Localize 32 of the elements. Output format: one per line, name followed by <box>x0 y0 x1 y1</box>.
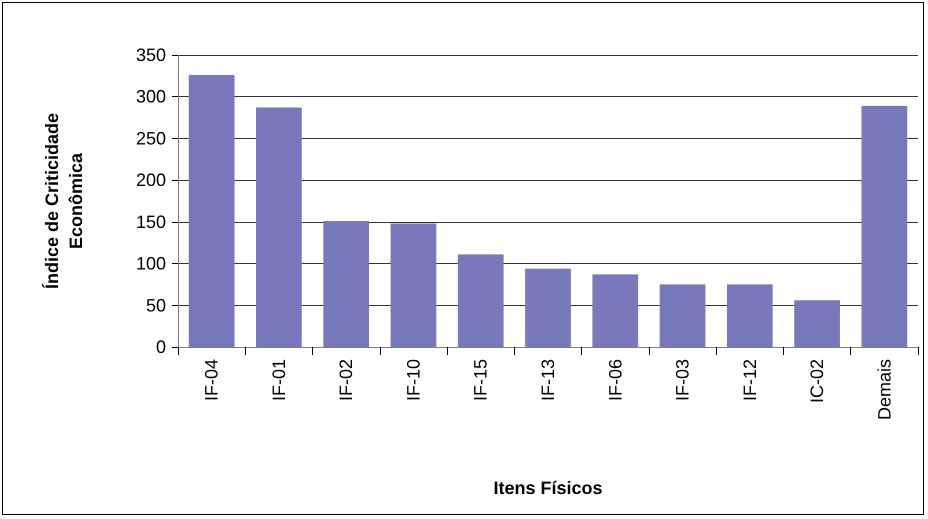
bar <box>323 221 370 347</box>
y-tick-label: 200 <box>136 170 166 190</box>
y-tick-label: 0 <box>156 337 166 357</box>
x-tick-label: IF-02 <box>336 359 356 402</box>
x-tick-label: IF-12 <box>740 359 760 402</box>
bar <box>726 284 773 347</box>
y-tick-label: 150 <box>136 212 166 232</box>
x-tick-label: IF-13 <box>538 359 558 402</box>
y-tick-label: 250 <box>136 128 166 148</box>
bar <box>861 106 908 347</box>
x-tick-label: IC-02 <box>807 359 828 404</box>
y-tick-label: 50 <box>146 295 166 316</box>
bar <box>256 108 302 347</box>
bar <box>660 284 706 347</box>
bar <box>390 224 436 347</box>
x-axis-title: Itens Físicos <box>493 478 603 498</box>
bar <box>592 274 638 347</box>
y-tick-label: 300 <box>136 86 166 107</box>
bar <box>458 254 504 347</box>
y-tick-label: 100 <box>136 254 166 274</box>
x-tick-label: IF-04 <box>202 359 222 402</box>
x-tick-label: IF-01 <box>268 359 289 402</box>
x-tick-label: IF-03 <box>672 359 693 402</box>
y-axis-title: Índice de Criticidade Econômica <box>42 112 86 290</box>
bar <box>525 268 571 347</box>
bar <box>794 300 840 347</box>
x-tick-label: Demais <box>874 359 894 420</box>
bar <box>188 75 235 347</box>
y-tick-label: 350 <box>136 45 166 65</box>
x-tick-label: IF-15 <box>470 359 491 402</box>
x-tick-label: IF-10 <box>403 359 424 402</box>
x-tick-label: IF-06 <box>605 359 626 402</box>
